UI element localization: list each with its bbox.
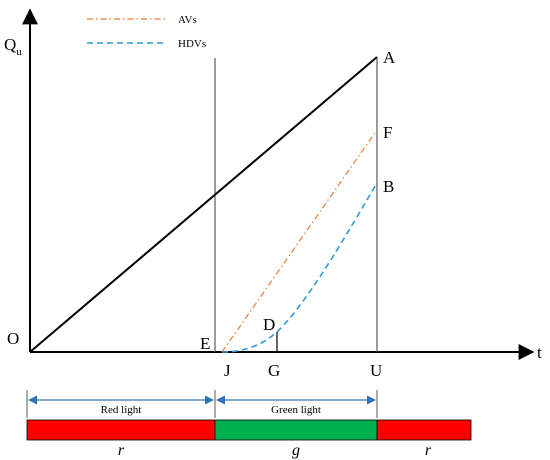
origin-label: O [7, 329, 19, 348]
point-label-b: B [383, 177, 394, 196]
green-light-label: Green light [271, 404, 321, 416]
cumulative-arrival-line [29, 56, 378, 353]
legend: AVs HDVs [87, 14, 206, 50]
red-phase-symbol-2: r [425, 442, 432, 459]
point-label-e: E [200, 334, 210, 353]
point-label-g: G [268, 361, 280, 380]
x-axis-label: t [537, 343, 542, 362]
y-axis-label: Qu [4, 35, 22, 58]
point-label-j: J [224, 361, 231, 380]
point-label-f: F [383, 123, 392, 142]
point-label-a: A [383, 48, 396, 67]
green-phase-bar [214, 419, 378, 441]
legend-label-hdvs: HDVs [178, 38, 206, 50]
y-axis-label-sub: u [16, 46, 22, 58]
hdvs-departure-curve [221, 182, 378, 353]
point-label-d: D [263, 315, 275, 334]
legend-label-avs: AVs [178, 14, 197, 26]
red-phase-symbol-1: r [118, 442, 125, 459]
y-axis-label-main: Q [4, 35, 16, 54]
avs-departure-line [221, 129, 378, 353]
red-light-label: Red light [101, 404, 142, 416]
green-phase-symbol: g [292, 442, 300, 459]
red-phase-bar-1 [26, 419, 216, 441]
red-phase-bar-2 [376, 419, 472, 441]
point-label-u: U [370, 361, 382, 380]
